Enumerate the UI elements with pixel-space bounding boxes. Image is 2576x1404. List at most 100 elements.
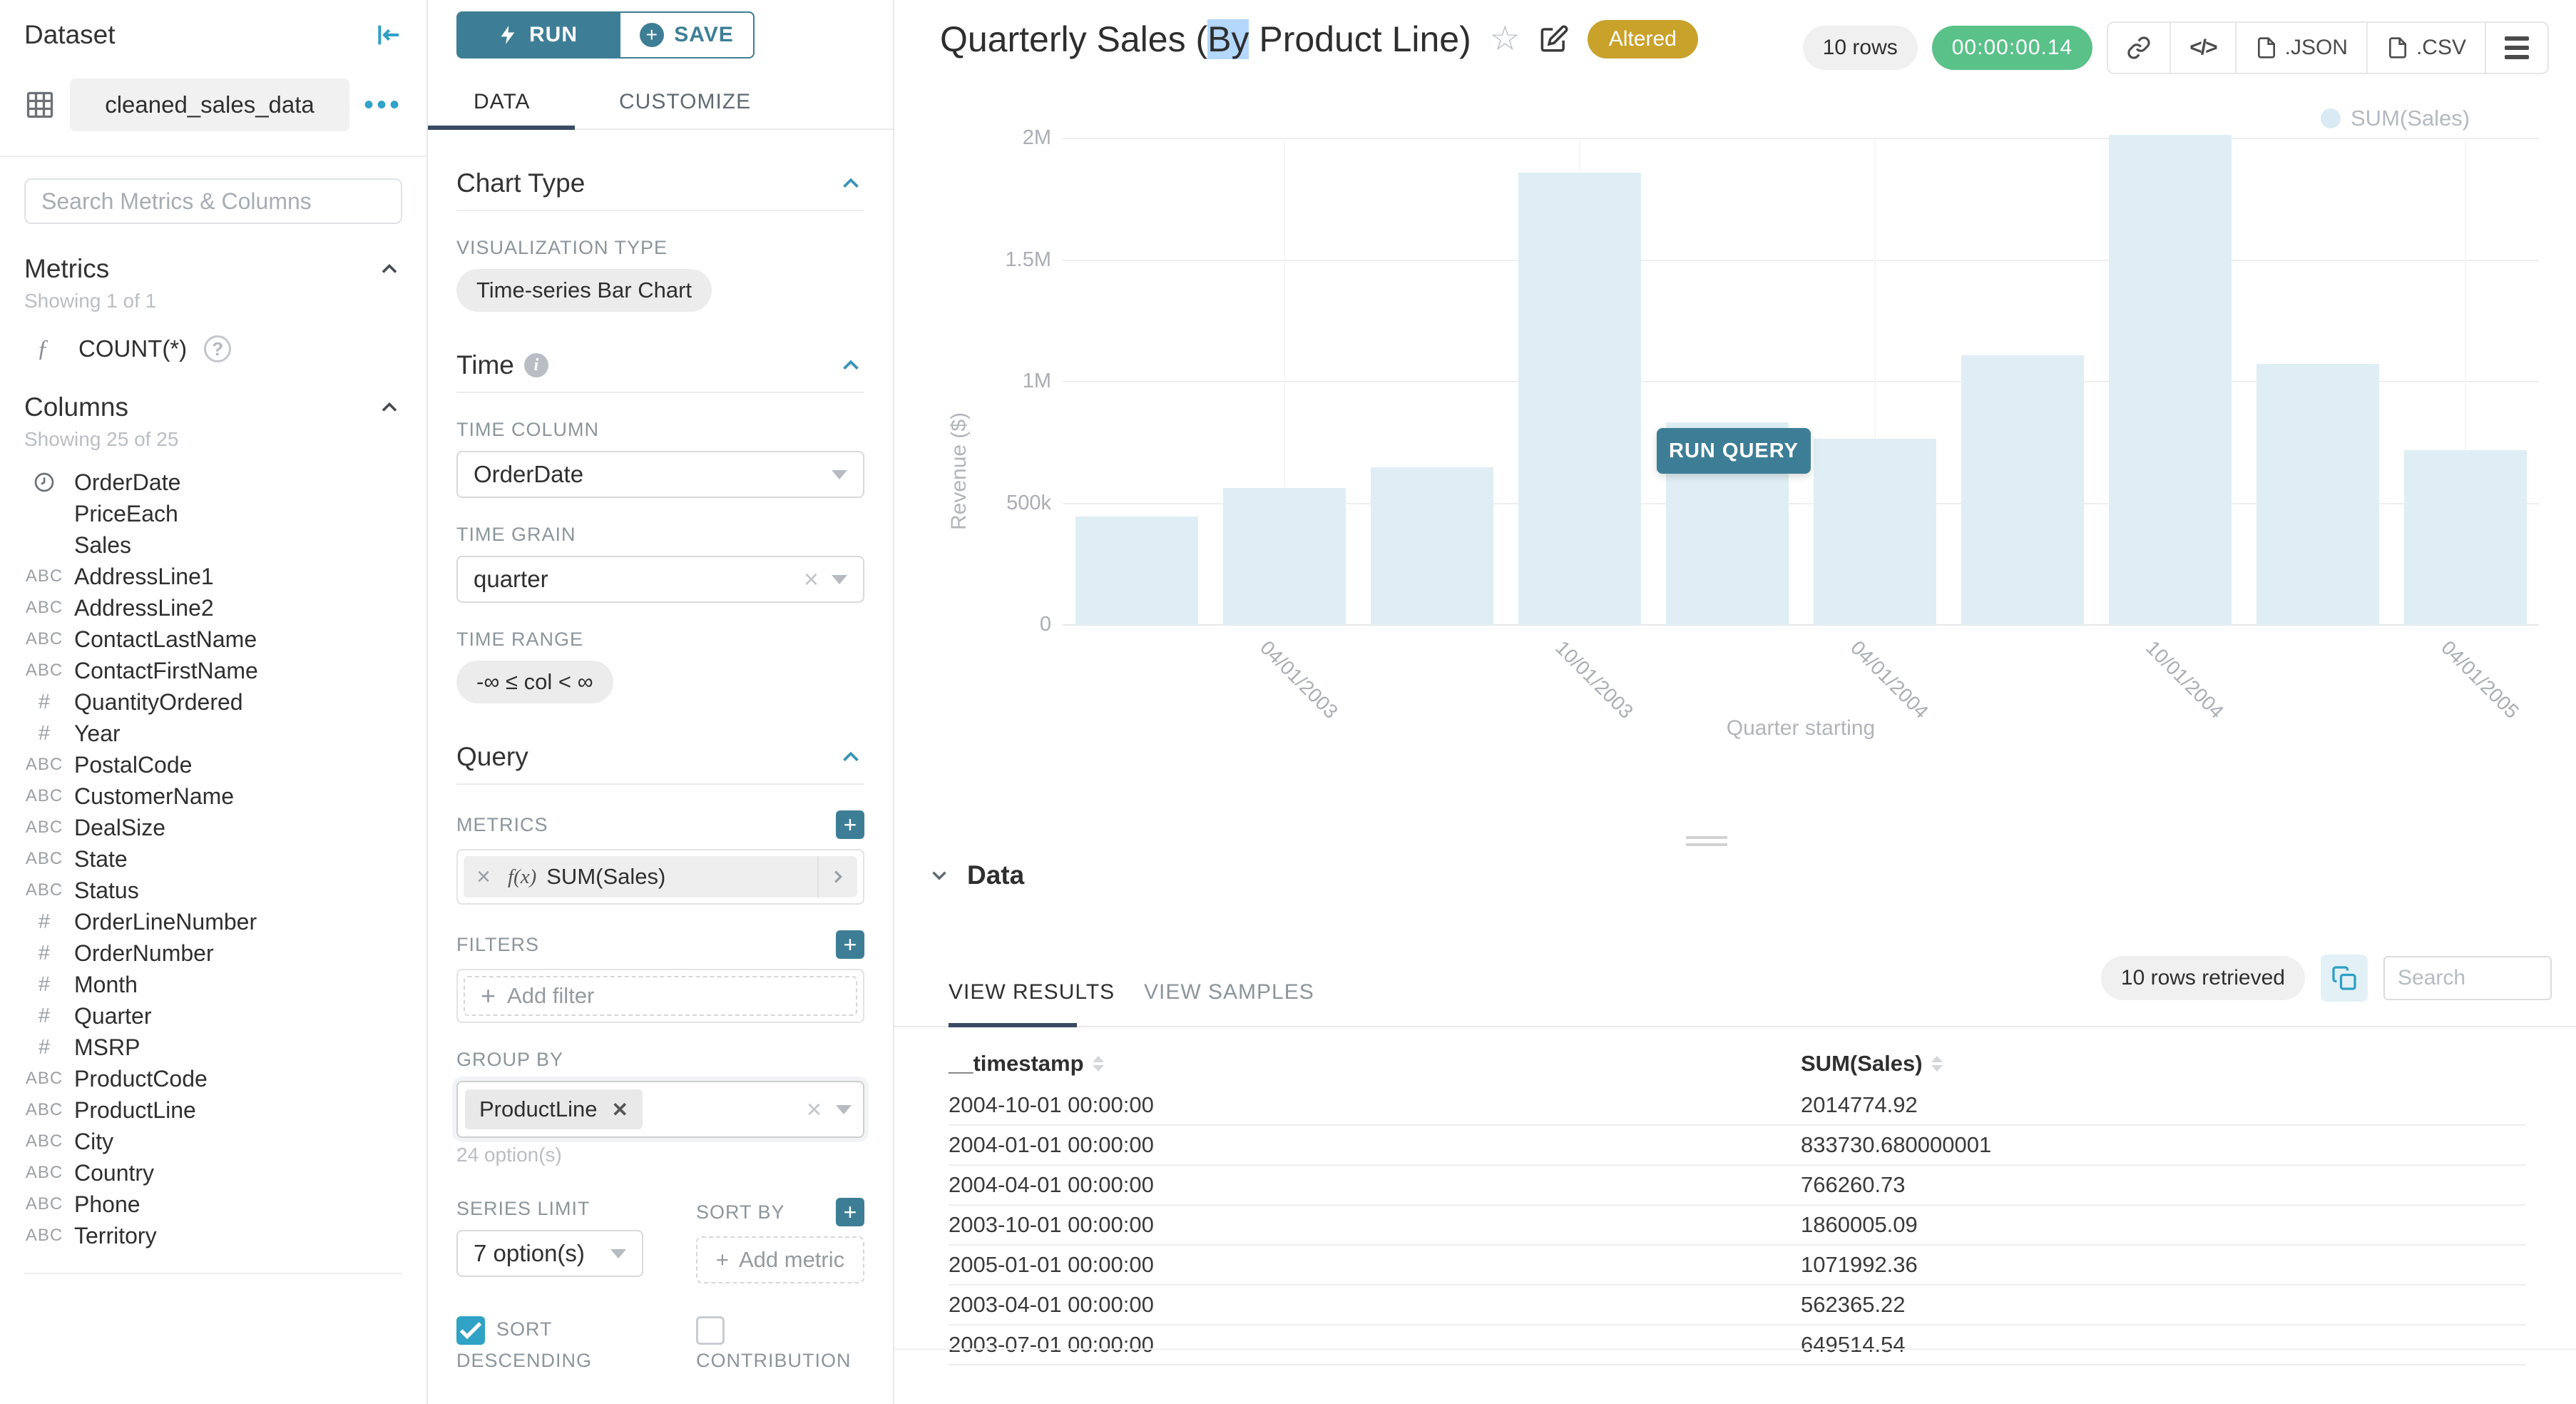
group-by-label: GROUP BY [456, 1049, 564, 1070]
chart-title[interactable]: Quarterly Sales (By Product Line) [940, 19, 1471, 59]
add-metric-button[interactable]: + [836, 810, 864, 839]
save-button[interactable]: + SAVE [619, 11, 755, 58]
column-item[interactable]: # OrderLineNumber [24, 906, 402, 937]
column-item[interactable]: # Year [24, 718, 402, 749]
table-row[interactable]: 2003-10-01 00:00:00 1860005.09 [949, 1206, 2526, 1246]
viz-type-pill[interactable]: Time-series Bar Chart [456, 269, 712, 312]
column-item[interactable]: ABC Country [24, 1157, 402, 1189]
share-link-button[interactable] [2108, 23, 2169, 73]
dataset-name[interactable]: cleaned_sales_data [70, 78, 349, 131]
column-item[interactable]: ABC AddressLine2 [24, 592, 402, 624]
tab-view-samples[interactable]: VIEW SAMPLES [1144, 980, 1314, 1004]
table-row[interactable]: 2004-01-01 00:00:00 833730.680000001 [949, 1126, 2526, 1166]
bar-2004-07-01[interactable] [1961, 355, 2084, 625]
tab-view-results[interactable]: VIEW RESULTS [949, 980, 1115, 1004]
chevron-up-icon[interactable] [837, 170, 864, 197]
column-item[interactable]: ABC Status [24, 875, 402, 906]
column-item[interactable]: ABC ProductCode [24, 1063, 402, 1094]
bar-2003-07-01[interactable] [1371, 467, 1493, 625]
clear-icon[interactable]: × [803, 564, 819, 594]
bar-2003-04-01[interactable] [1223, 488, 1346, 625]
column-item[interactable]: ABC Phone [24, 1189, 402, 1220]
sort-icon[interactable] [1092, 1056, 1104, 1072]
edit-properties-icon[interactable] [1539, 24, 1569, 54]
run-query-button[interactable]: RUN QUERY [1657, 428, 1811, 474]
metrics-columns-search[interactable] [24, 178, 402, 224]
chevron-up-icon[interactable] [377, 256, 402, 282]
tab-customize[interactable]: CUSTOMIZE [619, 90, 752, 113]
column-item[interactable]: # Month [24, 969, 402, 1000]
table-row[interactable]: 2005-01-01 00:00:00 1071992.36 [949, 1246, 2526, 1286]
chevron-up-icon[interactable] [837, 352, 864, 379]
column-item[interactable]: # MSRP [24, 1032, 402, 1063]
pane-resize-handle[interactable] [1686, 836, 1727, 850]
group-by-select[interactable]: ProductLine ✕ × [456, 1081, 864, 1138]
column-item[interactable]: ABC State [24, 843, 402, 875]
table-row[interactable]: 2004-10-01 00:00:00 2014774.92 [949, 1086, 2526, 1126]
bar-2004-10-01[interactable] [2109, 135, 2232, 625]
add-sort-metric-button[interactable]: + [836, 1198, 864, 1226]
chevron-up-icon[interactable] [837, 743, 864, 770]
bar-2003-10-01[interactable] [1518, 173, 1641, 625]
chevron-down-icon [610, 1248, 626, 1258]
table-row[interactable]: 2003-04-01 00:00:00 562365.22 [949, 1286, 2526, 1326]
chevron-right-icon[interactable] [817, 856, 857, 897]
column-item[interactable]: # OrderNumber [24, 937, 402, 969]
run-button[interactable]: RUN [456, 11, 619, 58]
time-column-select[interactable]: OrderDate [456, 451, 864, 498]
column-header-sum-sales[interactable]: SUM(Sales) [1801, 1051, 1923, 1076]
collapse-data-icon[interactable] [927, 863, 951, 887]
bar-2003-01-01[interactable] [1075, 517, 1198, 625]
sort-descending-checkbox[interactable] [456, 1316, 485, 1345]
export-json-button[interactable]: .JSON [2234, 23, 2366, 73]
column-item[interactable]: Sales [24, 529, 402, 561]
sort-by-dropzone[interactable]: + Add metric [696, 1236, 864, 1283]
group-by-chip[interactable]: ProductLine ✕ [465, 1089, 643, 1129]
remove-chip-icon[interactable]: ✕ [611, 1098, 628, 1121]
dataset-more-icon[interactable]: ••• [363, 89, 402, 121]
export-csv-button[interactable]: .CSV [2366, 23, 2485, 73]
bar-2004-04-01[interactable] [1814, 439, 1936, 625]
chart-legend[interactable]: SUM(Sales) [2321, 106, 2470, 131]
column-header-timestamp[interactable]: __timestamp [949, 1051, 1084, 1076]
time-grain-select[interactable]: quarter × [456, 556, 864, 603]
more-options-button[interactable] [2485, 23, 2547, 73]
add-filter-button[interactable]: + [836, 930, 864, 959]
column-item[interactable]: ABC Territory [24, 1220, 402, 1251]
column-item[interactable]: ABC ContactLastName [24, 624, 402, 655]
column-item[interactable]: ABC ContactFirstName [24, 655, 402, 686]
copy-data-button[interactable] [2321, 955, 2368, 1002]
view-query-button[interactable]: </> [2169, 23, 2234, 73]
column-item[interactable]: ABC PostalCode [24, 749, 402, 780]
results-search-input[interactable] [2383, 956, 2552, 1000]
altered-badge[interactable]: Altered [1587, 20, 1698, 58]
table-row[interactable]: 2003-07-01 00:00:00 649514.54 [949, 1326, 2526, 1365]
bar-2005-01-01[interactable] [2256, 364, 2379, 625]
column-item[interactable]: ABC DealSize [24, 812, 402, 843]
column-item[interactable]: OrderDate [24, 467, 402, 498]
table-row[interactable]: 2004-04-01 00:00:00 766260.73 [949, 1166, 2526, 1206]
sum-sales-cell: 1860005.09 [1801, 1212, 1918, 1237]
remove-metric-icon[interactable]: × [476, 863, 491, 890]
column-item[interactable]: # Quarter [24, 1000, 402, 1032]
search-input[interactable] [41, 188, 385, 215]
column-item[interactable]: ABC City [24, 1126, 402, 1157]
sort-icon[interactable] [1931, 1056, 1943, 1072]
chevron-up-icon[interactable] [377, 395, 402, 420]
column-item[interactable]: # QuantityOrdered [24, 686, 402, 718]
metric-item[interactable]: ƒ COUNT(*) ? [24, 335, 402, 362]
contribution-checkbox[interactable] [696, 1316, 725, 1345]
tab-data[interactable]: DATA [474, 90, 531, 113]
favorite-star-icon[interactable]: ☆ [1489, 20, 1520, 58]
series-limit-select[interactable]: 7 option(s) [456, 1230, 643, 1277]
collapse-panel-icon[interactable] [374, 21, 402, 49]
clear-icon[interactable]: × [806, 1094, 822, 1124]
metric-chip[interactable]: × f(x) SUM(Sales) [464, 856, 857, 897]
column-item[interactable]: PriceEach [24, 498, 402, 529]
add-filter-dropzone[interactable]: + Add filter [464, 976, 857, 1016]
column-item[interactable]: ABC CustomerName [24, 780, 402, 812]
column-item[interactable]: ABC ProductLine [24, 1094, 402, 1126]
column-item[interactable]: ABC AddressLine1 [24, 561, 402, 592]
time-range-pill[interactable]: -∞ ≤ col < ∞ [456, 661, 613, 703]
bar-2005-04-01[interactable] [2404, 450, 2527, 625]
